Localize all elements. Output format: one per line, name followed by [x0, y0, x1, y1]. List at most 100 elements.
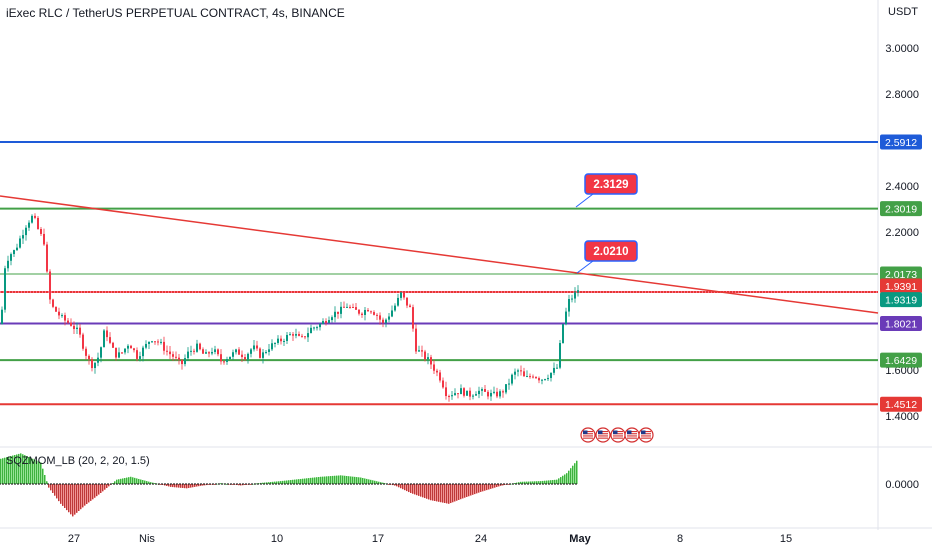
momentum-bar-edge [464, 484, 465, 498]
candle-body [193, 350, 195, 352]
zero-dot [77, 483, 79, 485]
momentum-bar [214, 484, 216, 485]
x-tick-label: Nis [139, 533, 155, 545]
candle-body [325, 321, 327, 323]
candle-body [34, 215, 36, 218]
flag-circle [580, 427, 596, 443]
zero-dot [164, 483, 166, 485]
momentum-bar-edge [66, 484, 67, 511]
momentum-bar-edge [360, 477, 361, 484]
momentum-bar [468, 484, 470, 497]
us-flag-event-icon[interactable] [595, 427, 611, 443]
zero-dot [290, 483, 292, 485]
candle-body [196, 343, 198, 352]
flag-stripe [613, 437, 623, 439]
momentum-bar [232, 484, 234, 485]
candle-body [43, 233, 45, 245]
momentum-bar-edge [178, 484, 179, 488]
zero-dot [266, 483, 268, 485]
us-flag-event-icon[interactable] [624, 427, 640, 443]
momentum-bar [178, 484, 180, 488]
momentum-bar [244, 484, 246, 485]
candle-body [466, 390, 468, 396]
zero-dot [38, 483, 40, 485]
zero-dot [362, 483, 364, 485]
us-flag-event-icon[interactable] [638, 427, 654, 443]
candle-body [478, 390, 480, 395]
momentum-bar [320, 476, 322, 484]
momentum-bar-edge [400, 484, 401, 489]
momentum-bar-edge [436, 484, 437, 502]
candle-body [451, 395, 453, 397]
zero-dot [155, 483, 157, 485]
candle-body [307, 333, 309, 338]
candle-body [214, 349, 216, 353]
momentum-bar-edge [24, 455, 25, 484]
zero-dot [98, 483, 100, 485]
momentum-bar [570, 468, 572, 484]
momentum-bar-edge [408, 484, 409, 493]
momentum-bar-edge [36, 460, 37, 484]
momentum-bar [12, 455, 14, 484]
momentum-bar [72, 484, 74, 517]
momentum-bar [162, 484, 164, 486]
zero-dot [365, 483, 367, 485]
momentum-bar-edge [62, 484, 63, 506]
momentum-bar-edge [302, 478, 303, 484]
flag-canton [641, 430, 646, 435]
momentum-bar-edge [338, 475, 339, 484]
zero-dot [506, 483, 508, 485]
flag-stripe [598, 433, 608, 435]
momentum-bar [444, 484, 446, 503]
momentum-bar [484, 484, 486, 491]
momentum-bar [68, 484, 70, 513]
momentum-bar [474, 484, 476, 495]
momentum-bar [140, 479, 142, 484]
zero-dot [80, 483, 82, 485]
candle-body [337, 311, 339, 314]
momentum-bar-edge [416, 484, 417, 496]
momentum-bar [382, 482, 384, 484]
momentum-bar [148, 481, 150, 484]
us-flag-event-icon[interactable] [580, 427, 596, 443]
price-badge-label: 1.9319 [885, 295, 917, 307]
candle-body [154, 341, 156, 343]
momentum-bar-edge [520, 481, 521, 484]
momentum-bar-edge [454, 484, 455, 502]
momentum-bar [132, 477, 134, 484]
us-flag-event-icon[interactable] [610, 427, 626, 443]
candle-body [139, 356, 141, 359]
momentum-bar [534, 481, 536, 484]
momentum-bar-edge [16, 454, 17, 484]
momentum-bar [436, 484, 438, 502]
momentum-bar [40, 462, 42, 484]
momentum-bar-edge [530, 481, 531, 484]
zero-dot [527, 483, 529, 485]
zero-dot [53, 483, 55, 485]
candle-body [511, 374, 513, 384]
zero-dot [8, 483, 10, 485]
trend-line[interactable] [0, 195, 879, 314]
momentum-bar [476, 484, 478, 494]
momentum-bar [524, 481, 526, 484]
momentum-bar-edge [76, 484, 77, 513]
price-callout[interactable]: 2.0210 [576, 240, 638, 274]
momentum-bar-edge [522, 481, 523, 484]
candle-body [10, 254, 12, 261]
momentum-bar-edge [364, 478, 365, 484]
momentum-bar [568, 470, 570, 484]
candle-body [319, 323, 321, 328]
candle-body [259, 348, 261, 358]
candle-body [559, 343, 561, 368]
zero-dot [458, 483, 460, 485]
candle-body [292, 334, 294, 336]
zero-dot [572, 483, 574, 485]
price-callout[interactable]: 2.3129 [575, 173, 638, 208]
momentum-bar [124, 478, 126, 484]
momentum-bar [508, 484, 510, 485]
momentum-bar-edge [180, 484, 181, 488]
zero-dot [188, 483, 190, 485]
momentum-bar-edge [250, 484, 251, 485]
momentum-bar-edge [490, 484, 491, 489]
